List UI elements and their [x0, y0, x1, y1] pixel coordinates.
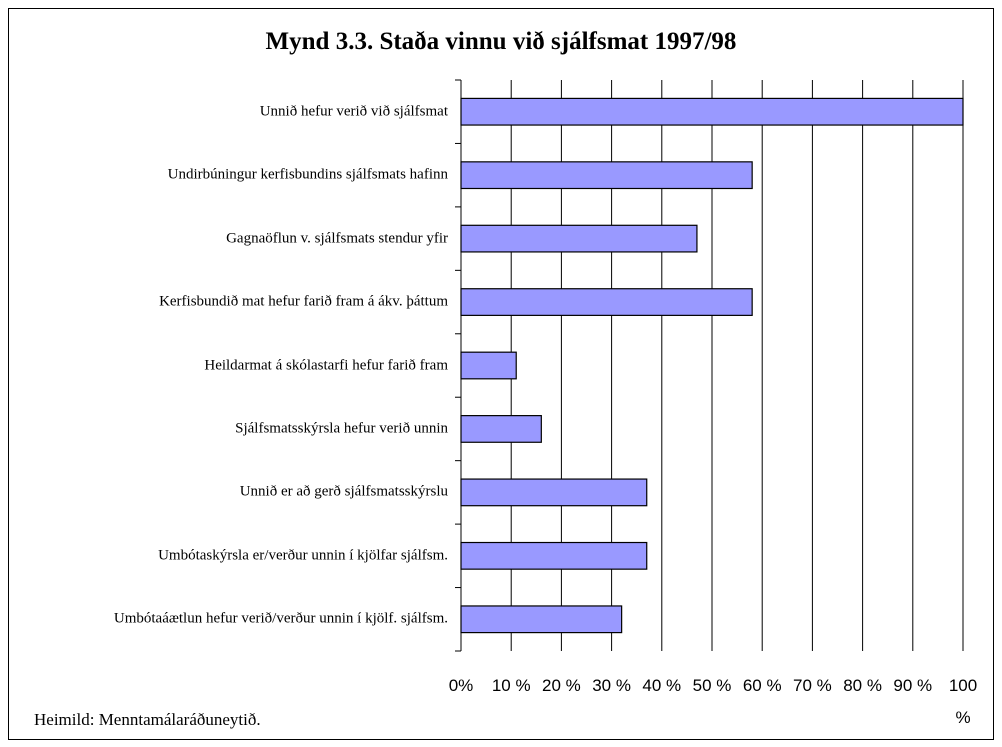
x-tick-label: 100 %	[948, 676, 978, 727]
y-tick-label: Sjálfsmatsskýrsla hefur verið unnin	[235, 420, 448, 437]
y-tick-label: Gagnaöflun v. sjálfsmats stendur yfir	[226, 230, 448, 247]
x-tick-label: 50 %	[692, 676, 732, 695]
frame	[8, 8, 994, 740]
x-tick-label: 70 %	[793, 676, 832, 695]
y-tick-label: Kerfisbundið mat hefur farið fram á ákv.…	[159, 293, 448, 310]
x-tick-label: 40 %	[642, 676, 682, 695]
x-tick-label: 90 %	[893, 676, 933, 695]
y-tick-label: Heildarmat á skólastarfi hefur farið fra…	[204, 357, 448, 373]
bar	[460, 161, 753, 190]
chart-title: Mynd 3.3. Staða vinnu við sjálfsmat 1997…	[265, 28, 737, 55]
bar	[460, 288, 753, 316]
x-tick-label: 20 %	[542, 676, 581, 695]
x-tick-label: 80 %	[843, 676, 882, 695]
y-tick-label: Unnið er að gerð sjálfsmatsskýrslu	[239, 483, 448, 500]
bar	[460, 541, 648, 570]
y-tick-label: Unnið hefur verið við sjálfsmat	[259, 103, 448, 120]
bar	[460, 605, 623, 634]
bar	[460, 478, 648, 507]
bar	[460, 97, 964, 126]
source: Heimild: Menntamálaráðuneytið.	[34, 710, 261, 729]
y-tick-label: Undirbúningur kerfisbundins sjálfsmats h…	[167, 166, 448, 183]
x-tick-label: 30 %	[592, 676, 631, 695]
x-tick-label: 60 %	[742, 676, 782, 695]
y-tick-label: Umbótaskýrsla er/verður unnin í kjölfar …	[158, 547, 448, 564]
x-tick-label: 0%	[448, 676, 474, 695]
x-tick-label: 10 %	[491, 676, 531, 695]
y-tick-label: Umbótaáætlun hefur verið/verður unnin í …	[113, 610, 448, 627]
bar	[460, 415, 542, 443]
bar	[460, 224, 698, 253]
bar	[460, 351, 517, 380]
